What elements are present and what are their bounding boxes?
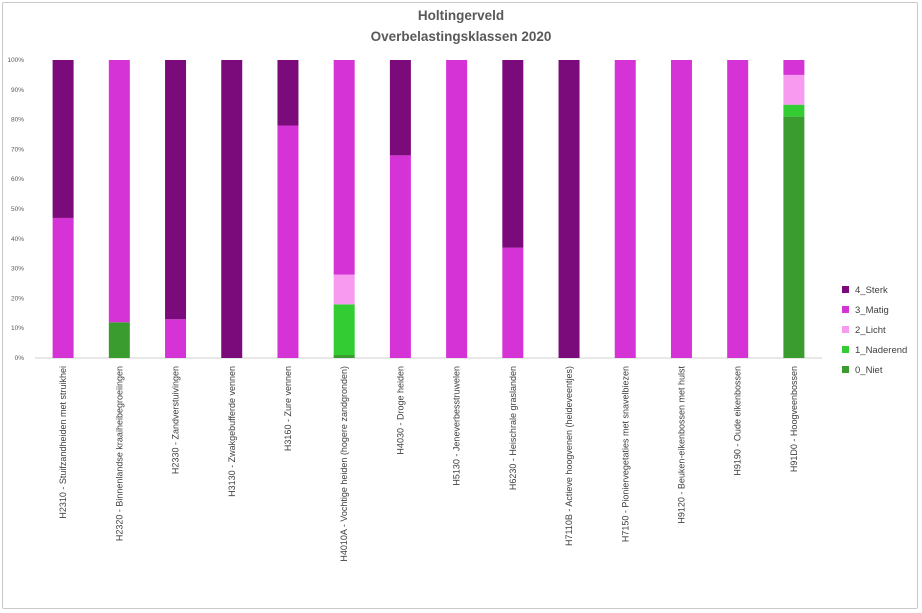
bar-segment xyxy=(783,104,805,117)
y-tick-label: 100% xyxy=(7,57,24,64)
legend-label: 4_Sterk xyxy=(855,285,888,296)
y-tick-label: 90% xyxy=(11,87,24,94)
bar-segment xyxy=(558,60,580,358)
x-category-label: H7110B - Actieve hoogvenen (heideveentje… xyxy=(564,366,574,546)
bar-segment xyxy=(502,247,524,358)
bar-segment xyxy=(389,155,411,358)
bar-segment xyxy=(670,60,692,358)
y-tick-label: 40% xyxy=(11,236,24,243)
y-tick-label: 80% xyxy=(11,117,24,124)
bar-segment xyxy=(108,322,130,358)
y-tick-label: 20% xyxy=(11,295,24,302)
y-tick-label: 30% xyxy=(11,266,24,273)
bar-segment xyxy=(389,60,411,156)
bar-segment xyxy=(52,217,74,358)
x-category-label: H3160 - Zure vennen xyxy=(283,366,293,451)
bar-segment xyxy=(783,74,805,105)
legend-label: 2_Licht xyxy=(855,325,886,336)
bar-segment xyxy=(614,60,636,358)
x-category-label: H91D0 - Hoogveenbossen xyxy=(789,366,799,472)
x-category-label: H4030 - Droge heiden xyxy=(395,366,405,455)
x-category-label: H7150 - Pioniervegetaties met snavelbiez… xyxy=(620,366,630,542)
x-category-label: H4010A - Vochtige heiden (hogere zandgro… xyxy=(339,366,349,562)
legend-label: 0_Niet xyxy=(855,365,883,376)
y-tick-label: 50% xyxy=(11,206,24,213)
bar-segment xyxy=(502,60,524,248)
y-tick-label: 0% xyxy=(15,355,25,362)
x-category-label: H2330 - Zandverstuivingen xyxy=(171,366,181,474)
bar-segment xyxy=(277,60,299,126)
bar-segment xyxy=(333,304,355,356)
chart-subtitle: Overbelastingsklassen 2020 xyxy=(370,29,552,44)
bar-segment xyxy=(108,60,130,323)
bar-segment xyxy=(165,60,187,320)
x-category-label: H2320 - Binnenlandse kraaiheibegroeiinge… xyxy=(114,366,124,541)
x-category-label: H3130 - Zwakgebufferde vennen xyxy=(227,366,237,497)
legend-label: 3_Matig xyxy=(855,305,889,316)
x-category-label: H2310 - Stuifzandheiden met struikhei xyxy=(58,366,68,519)
x-category-label: H9120 - Beuken-eikenbossen met hulst xyxy=(676,366,686,524)
legend-swatch xyxy=(842,306,849,313)
chart-title: Holtingerveld xyxy=(417,8,505,23)
bar-segment xyxy=(165,319,187,358)
legend-swatch xyxy=(842,286,849,293)
y-tick-label: 60% xyxy=(11,176,24,183)
bar-segment xyxy=(783,116,805,359)
bar-segment xyxy=(52,60,74,218)
legend-swatch xyxy=(842,346,849,353)
bar-segment xyxy=(221,60,243,358)
legend-swatch xyxy=(842,326,849,333)
x-category-label: H6230 - Heischrale graslanden xyxy=(508,366,518,490)
bar-segment xyxy=(333,274,355,305)
legend-swatch xyxy=(842,366,849,373)
bar-segment xyxy=(333,355,355,358)
y-tick-label: 10% xyxy=(11,325,24,332)
x-category-label: H5130 - Jeneverbesstruwelen xyxy=(452,366,462,486)
bar-segment xyxy=(277,125,299,358)
bar-segment xyxy=(727,60,749,358)
y-tick-label: 70% xyxy=(11,146,24,153)
legend-label: 1_Naderend xyxy=(855,345,907,356)
bar-segment xyxy=(333,60,355,275)
bar-segment xyxy=(783,60,805,75)
bar-segment xyxy=(446,60,468,358)
x-category-label: H9190 - Oude eikenbossen xyxy=(733,366,743,476)
